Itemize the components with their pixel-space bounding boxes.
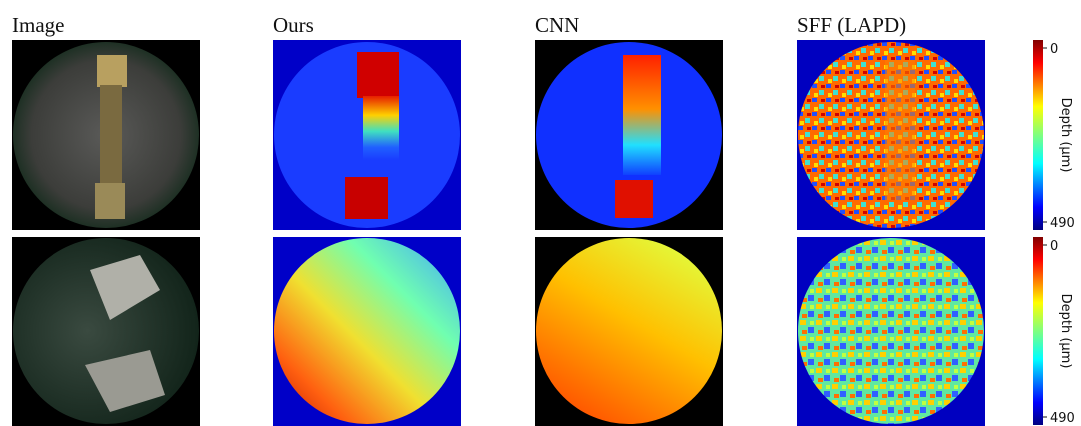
sff-depth [797,40,985,230]
colorbar: 0 490 Depth (µm) [1033,40,1075,231]
colorbar: 0 490 Depth (µm) [1033,237,1075,426]
cnn-depth [535,40,723,230]
column-label: Ours [273,13,314,37]
column-label: SFF (LAPD) [797,13,906,37]
column-label: Image [12,13,64,37]
colorbar-label: Depth (µm) [1058,294,1073,369]
figure: Image Ours CNN SFF (LAPD) [0,0,1081,426]
colorbar-gradient [1033,40,1043,230]
ours-depth [273,40,461,230]
colorbar-tick-label: 490 [1050,216,1075,231]
colorbar-gradient [1033,237,1043,425]
row-2 [12,237,985,426]
colorbar-label: Depth (µm) [1058,98,1073,173]
colorbar-tick-label: 0 [1050,239,1058,254]
colorbar-tick-label: 0 [1050,42,1058,57]
column-labels: Image Ours CNN SFF (LAPD) [12,13,906,37]
colorbar-tick-label: 490 [1050,411,1075,426]
sff-depth [797,237,985,426]
colorbars: 0 490 Depth (µm) 0 490 Depth (µm) [1033,40,1075,426]
column-label: CNN [535,13,579,37]
row-1 [12,40,985,230]
input-image [12,40,200,230]
input-image [12,237,200,426]
cnn-depth [535,237,723,426]
ours-depth [273,237,461,426]
